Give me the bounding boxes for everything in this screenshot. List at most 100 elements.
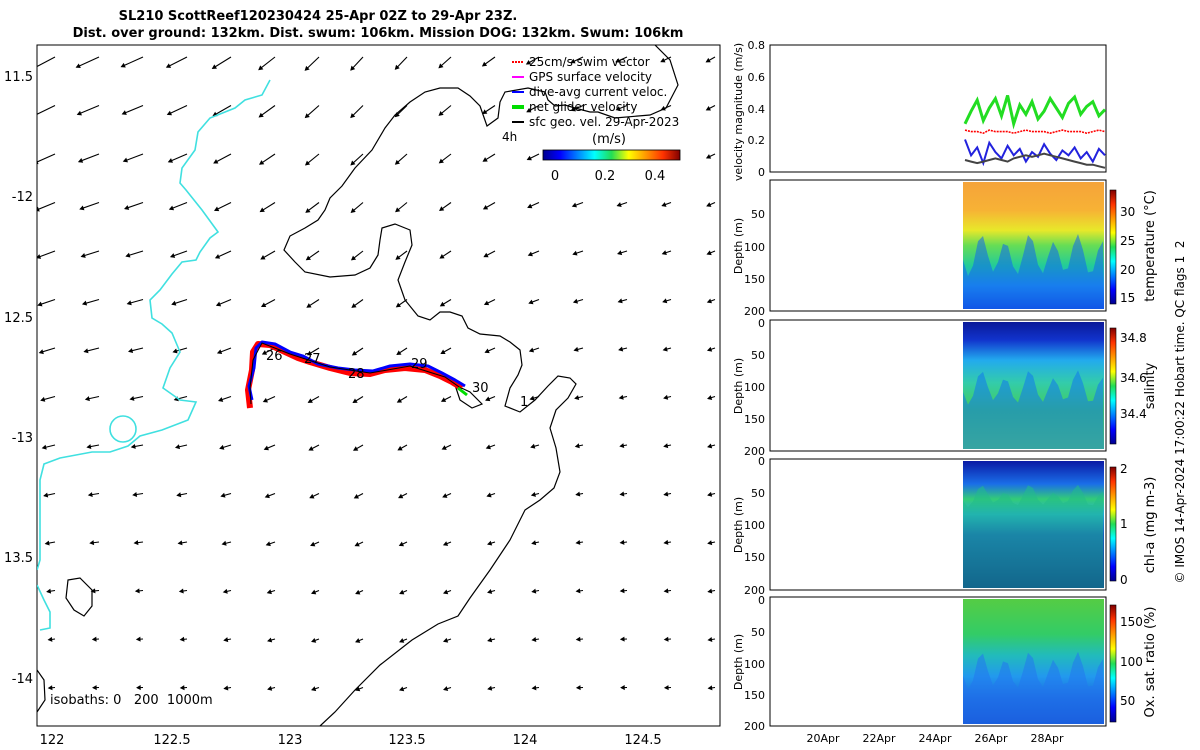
temperature-cb-tick: 20 [1120, 263, 1135, 277]
depth-tick: 100 [744, 519, 765, 532]
velocity-y-tick: 0.4 [748, 103, 766, 116]
current-vector-head [355, 638, 361, 643]
current-vector-head [663, 443, 669, 449]
current-vector-head [311, 686, 317, 692]
current-vector-head [529, 395, 535, 401]
oxygen-panel: 0 50 100 150 200 Depth (m) 50 100 150 Ox… [732, 594, 1158, 733]
depth-label: Depth (m) [732, 358, 745, 414]
colorbar-tick: 0.2 [595, 169, 616, 184]
current-vector [78, 153, 100, 163]
current-vector-head [618, 394, 624, 400]
current-vector-head [47, 636, 53, 642]
current-vector-head [171, 300, 177, 306]
map-y-tick: -13 [12, 431, 33, 446]
velocity-y-tick: 0.8 [748, 39, 766, 52]
current-vector-head [707, 491, 713, 497]
velocity-ylabel: velocity magnitude (m/s) [732, 43, 745, 181]
current-vector-head [616, 202, 622, 207]
day-label-27: 27 [304, 352, 321, 367]
current-vector-head [574, 443, 580, 449]
current-vector-head [305, 255, 311, 261]
current-vector-head [89, 540, 95, 546]
current-vector-head [214, 254, 221, 259]
current-vector-head [394, 64, 400, 70]
current-vector-head [661, 202, 667, 207]
current-vector-head [575, 636, 581, 642]
chart-title-line1: SL210 ScottReef120230424 25-Apr 02Z to 2… [119, 9, 518, 24]
oxygen-cb-tick: 150 [1120, 615, 1143, 629]
map-y-tick: 13.5 [4, 551, 33, 566]
legend-label-net-velocity: net glider velocity [529, 100, 637, 114]
current-vector-head [267, 637, 273, 643]
salinity-cb-tick: 34.8 [1120, 331, 1147, 345]
map-y-tick: -14 [12, 672, 33, 687]
depth-tick: 50 [751, 626, 765, 639]
current-vector [37, 153, 56, 163]
current-vector-head [37, 160, 39, 165]
current-vector-head [260, 255, 266, 260]
current-vector-head [354, 541, 360, 547]
net-glider-velocity-mark [457, 386, 468, 397]
salinity-cb-label: salinity [1143, 362, 1158, 409]
current-vector-head [220, 492, 226, 498]
day-label-28: 28 [348, 367, 365, 382]
current-vector-head [707, 443, 713, 449]
current-vector [166, 56, 188, 68]
legend-label-swim-vector: 25cm/s swim vector [529, 55, 650, 69]
depth-tick: 50 [751, 487, 765, 500]
map-y-tick: -12 [12, 190, 33, 205]
current-vector-head [122, 157, 128, 163]
current-vector-head [487, 637, 493, 643]
current-vector-head [134, 588, 140, 594]
current-vector-head [213, 206, 220, 212]
current-vector-head [309, 493, 315, 499]
current-vector-head [482, 109, 488, 115]
current-vector-head [707, 540, 713, 546]
current-vector-head [261, 350, 268, 355]
current-vector-head [575, 588, 581, 594]
current-vector-head [306, 303, 312, 308]
section-band [963, 370, 1104, 449]
current-vector-head [353, 446, 359, 451]
current-vector-head [355, 686, 361, 692]
coastline-contour [37, 79, 271, 631]
current-vector [212, 56, 232, 69]
current-vector-head [663, 491, 669, 497]
current-vector-head [485, 396, 491, 402]
depth-label: Depth (m) [732, 218, 745, 274]
current-vector [37, 105, 56, 115]
current-vector-head [43, 492, 49, 498]
depth-tick: 50 [751, 349, 765, 362]
map-panel: 26 27 28 29 30 1 isobaths: 0 200 1000m 1… [4, 44, 721, 748]
temperature-cb-label: temperature (°C) [1143, 190, 1158, 302]
current-vector-head [482, 204, 489, 210]
current-vector-head [128, 348, 134, 354]
current-vector-head [136, 685, 141, 691]
oxygen-cb-tick: 50 [1120, 694, 1135, 708]
depth-tick: 200 [744, 584, 765, 597]
current-vector-head [439, 254, 445, 259]
current-vector-head [223, 685, 229, 691]
current-vector-head [571, 202, 577, 208]
current-vector-head [130, 443, 136, 449]
current-vector-head [397, 445, 403, 451]
current-vector-head [707, 588, 713, 594]
current-vector-head [619, 491, 625, 497]
current-vector-head [90, 588, 96, 594]
current-vector-head [395, 302, 401, 308]
current-vector [77, 104, 100, 115]
current-vector-head [481, 61, 488, 67]
current-vector-head [443, 637, 449, 643]
isobath-loop [453, 383, 484, 409]
salinity-section [963, 322, 1104, 449]
current-vector-head [352, 398, 358, 404]
depth-tick: 150 [744, 551, 765, 564]
map-x-tick: 122 [40, 733, 65, 748]
current-vector-head [396, 350, 402, 356]
depth-tick: 200 [744, 720, 765, 733]
current-vector-head [618, 346, 624, 352]
depth-tick: 150 [744, 413, 765, 426]
current-vector-head [442, 493, 448, 498]
velocity-y-tick: 0 [758, 166, 765, 179]
velocity-line-sfc [964, 152, 1106, 169]
